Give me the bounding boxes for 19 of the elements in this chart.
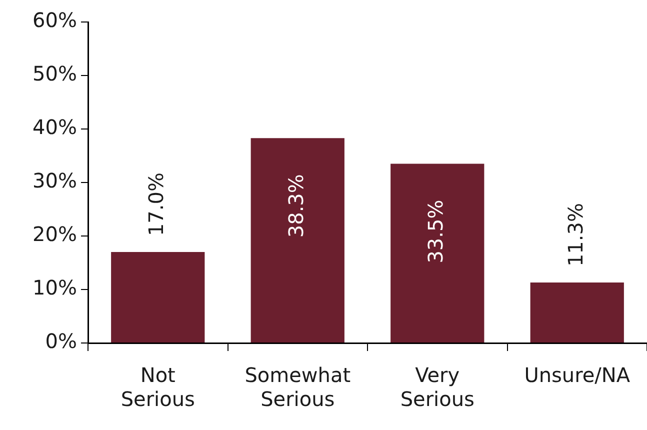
x-tick-label: Unsure/NA — [524, 363, 630, 388]
y-tick-label: 20% — [32, 222, 77, 246]
y-tick-label: 60% — [32, 8, 77, 32]
y-tick-label: 0% — [45, 329, 77, 354]
bar — [111, 252, 205, 342]
x-tick-label: Somewhat Serious — [244, 363, 351, 412]
x-tick-label: Not Serious — [120, 363, 195, 412]
bar — [530, 282, 624, 342]
x-tick-label: Very Serious — [400, 363, 474, 412]
y-tick-label: 50% — [32, 62, 77, 86]
data-label: 17.0% — [144, 172, 168, 236]
y-tick-label: 30% — [32, 168, 77, 193]
bar — [250, 138, 344, 342]
data-label: 33.5% — [424, 200, 448, 264]
data-label: 11.3% — [563, 203, 588, 267]
y-tick-label: 40% — [32, 115, 77, 140]
y-tick-label: 10% — [32, 276, 77, 300]
data-label: 38.3% — [284, 174, 308, 238]
bar — [390, 164, 484, 342]
